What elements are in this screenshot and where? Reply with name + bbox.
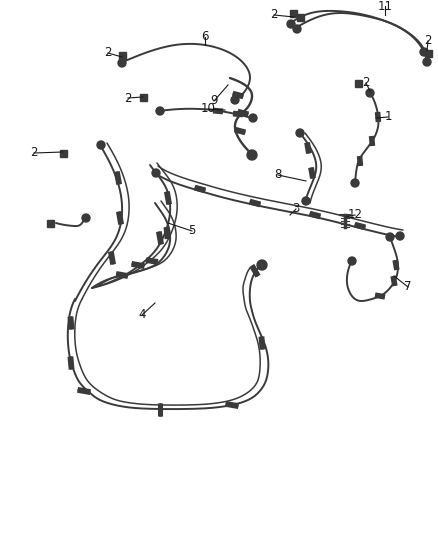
Text: 6: 6 xyxy=(201,30,209,44)
Bar xyxy=(60,149,67,157)
Circle shape xyxy=(156,107,164,115)
Circle shape xyxy=(293,25,301,33)
Text: 2: 2 xyxy=(124,92,132,104)
Circle shape xyxy=(420,48,428,56)
Text: 2: 2 xyxy=(362,77,370,90)
Circle shape xyxy=(396,232,404,240)
Text: 2: 2 xyxy=(30,147,38,159)
Bar xyxy=(297,13,304,20)
Circle shape xyxy=(348,257,356,265)
Circle shape xyxy=(97,141,105,149)
Bar xyxy=(354,79,361,86)
Text: 5: 5 xyxy=(188,224,196,238)
Circle shape xyxy=(302,197,310,205)
Circle shape xyxy=(296,129,304,137)
Text: 12: 12 xyxy=(347,208,363,222)
Circle shape xyxy=(152,169,160,177)
Circle shape xyxy=(257,260,267,270)
Circle shape xyxy=(82,214,90,222)
Text: 2: 2 xyxy=(270,9,278,21)
Circle shape xyxy=(366,89,374,97)
Bar xyxy=(46,220,53,227)
Circle shape xyxy=(386,233,394,241)
Text: 2: 2 xyxy=(104,46,112,60)
Circle shape xyxy=(287,20,295,28)
Bar xyxy=(290,10,297,17)
Text: 8: 8 xyxy=(274,168,282,182)
Text: 7: 7 xyxy=(404,280,412,294)
Text: 4: 4 xyxy=(138,309,146,321)
Circle shape xyxy=(423,58,431,66)
Bar xyxy=(139,93,146,101)
Text: 2: 2 xyxy=(424,35,432,47)
Text: 9: 9 xyxy=(210,94,218,108)
Text: 3: 3 xyxy=(292,203,300,215)
Bar xyxy=(424,50,431,56)
Circle shape xyxy=(231,96,239,104)
Text: 10: 10 xyxy=(201,102,215,116)
Text: 11: 11 xyxy=(378,0,392,12)
Circle shape xyxy=(118,59,126,67)
Circle shape xyxy=(247,150,257,160)
Text: 1: 1 xyxy=(384,110,392,124)
Circle shape xyxy=(249,114,257,122)
Bar xyxy=(119,52,126,59)
Circle shape xyxy=(351,179,359,187)
